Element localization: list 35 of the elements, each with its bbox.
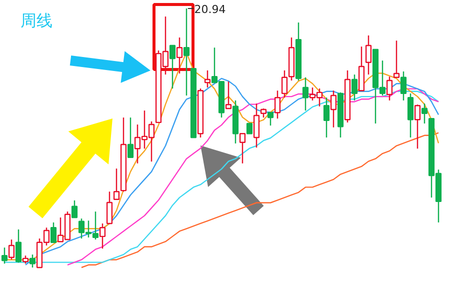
candlestick	[400, 70, 407, 102]
candlestick	[113, 168, 120, 200]
candlestick	[274, 90, 281, 120]
candlestick	[106, 191, 113, 224]
candlestick	[29, 254, 36, 268]
candlestick	[15, 228, 22, 264]
candlestick	[99, 222, 106, 250]
candlestick	[260, 108, 267, 118]
candlestick	[50, 222, 57, 243]
candlestick	[421, 102, 428, 124]
candlestick	[393, 40, 400, 78]
candlestick	[71, 200, 78, 218]
candlestick	[330, 90, 337, 128]
candlestick	[253, 102, 260, 148]
candlestick	[414, 104, 421, 150]
candlestick	[386, 76, 393, 102]
annotation: 20.94	[194, 3, 226, 16]
candlestick	[365, 34, 372, 76]
candlestick	[127, 116, 134, 158]
candlestick	[323, 96, 330, 138]
candlestick	[169, 44, 176, 90]
candlestick	[176, 36, 183, 74]
candlestick	[8, 238, 15, 260]
candlestick	[239, 132, 246, 164]
candlestick	[281, 70, 288, 98]
candlestick	[183, 8, 190, 96]
candlestick	[225, 80, 232, 110]
candlestick	[302, 76, 309, 112]
candlestick	[267, 112, 274, 126]
candlestick	[407, 92, 414, 138]
candlestick	[351, 74, 358, 102]
chart-title: 周线	[20, 11, 52, 30]
candlestick	[1, 246, 8, 264]
candlestick	[204, 70, 211, 88]
candlestick	[246, 122, 253, 134]
